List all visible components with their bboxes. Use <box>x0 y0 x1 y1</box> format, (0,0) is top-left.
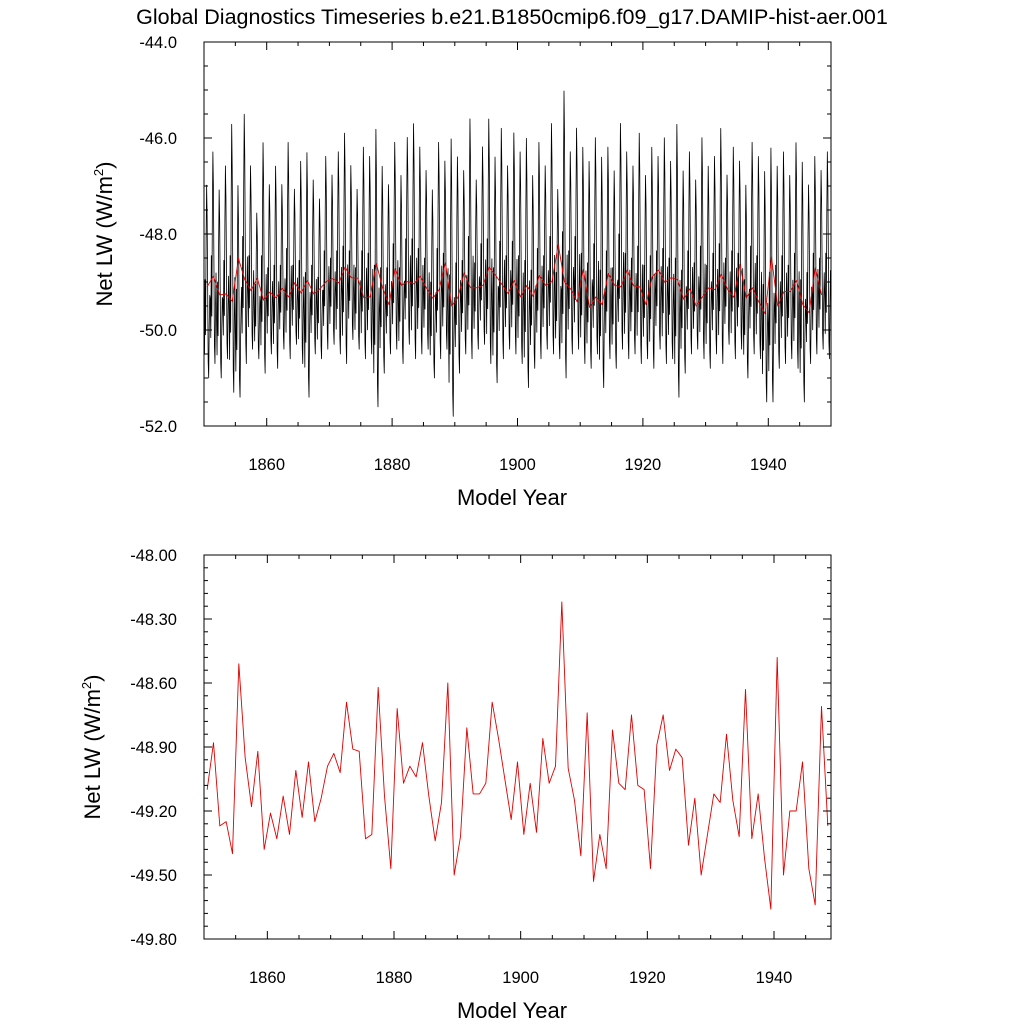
top-x-tick-label: 1940 <box>750 456 787 474</box>
top-y-tick-label: -48.0 <box>139 226 177 244</box>
top-ticks: -44.0 -46.0 -48.0 -50.0 -52.0 1860 1880 1900 192… <box>139 34 832 474</box>
top-series-annual-line <box>206 244 823 315</box>
bottom-y-tick-label: -48.00 <box>130 547 177 565</box>
top-plot-frame <box>203 41 832 427</box>
bottom-x-tick-label: 1920 <box>629 969 666 987</box>
bottom-y-tick-label: -48.60 <box>130 675 177 693</box>
bottom-panel: -48.00 -48.30 -48.60 -48.90 -49.20 -49.50 -49.… <box>79 547 832 1023</box>
top-y-tick-label: -44.0 <box>139 34 177 52</box>
bottom-plot-frame <box>203 554 832 940</box>
bottom-series-annual-line <box>206 601 829 910</box>
top-series-monthly-line <box>203 90 831 417</box>
bottom-y-tick-label: -49.20 <box>130 803 177 821</box>
bottom-x-tick-label: 1940 <box>756 969 793 987</box>
bottom-y-tick-label: -49.50 <box>130 867 177 885</box>
top-y-axis-label: Net LW (W/m2) <box>91 162 117 307</box>
top-panel: -44.0 -46.0 -48.0 -50.0 -52.0 1860 1880 1900 192… <box>91 34 832 510</box>
bottom-x-tick-label: 1900 <box>502 969 539 987</box>
top-x-tick-label: 1860 <box>248 456 285 474</box>
bottom-y-tick-label: -48.90 <box>130 739 177 757</box>
top-x-tick-label: 1900 <box>499 456 536 474</box>
bottom-x-tick-label: 1880 <box>376 969 413 987</box>
bottom-x-axis-label: Model Year <box>457 998 567 1023</box>
bottom-y-tick-label: -48.30 <box>130 611 177 629</box>
bottom-ticks: -48.00 -48.30 -48.60 -48.90 -49.20 -49.50 -49.… <box>130 547 831 987</box>
bottom-y-tick-label: -49.80 <box>130 931 177 949</box>
top-x-tick-label: 1920 <box>625 456 662 474</box>
bottom-y-axis-label: Net LW (W/m2) <box>79 675 105 820</box>
top-y-tick-label: -50.0 <box>139 322 177 340</box>
top-y-tick-label: -52.0 <box>139 418 177 436</box>
top-x-tick-label: 1880 <box>374 456 411 474</box>
top-x-axis-label: Model Year <box>457 485 567 510</box>
top-y-tick-label: -46.0 <box>139 130 177 148</box>
bottom-x-tick-label: 1860 <box>249 969 286 987</box>
figure-title: Global Diagnostics Timeseries b.e21.B185… <box>136 5 888 29</box>
